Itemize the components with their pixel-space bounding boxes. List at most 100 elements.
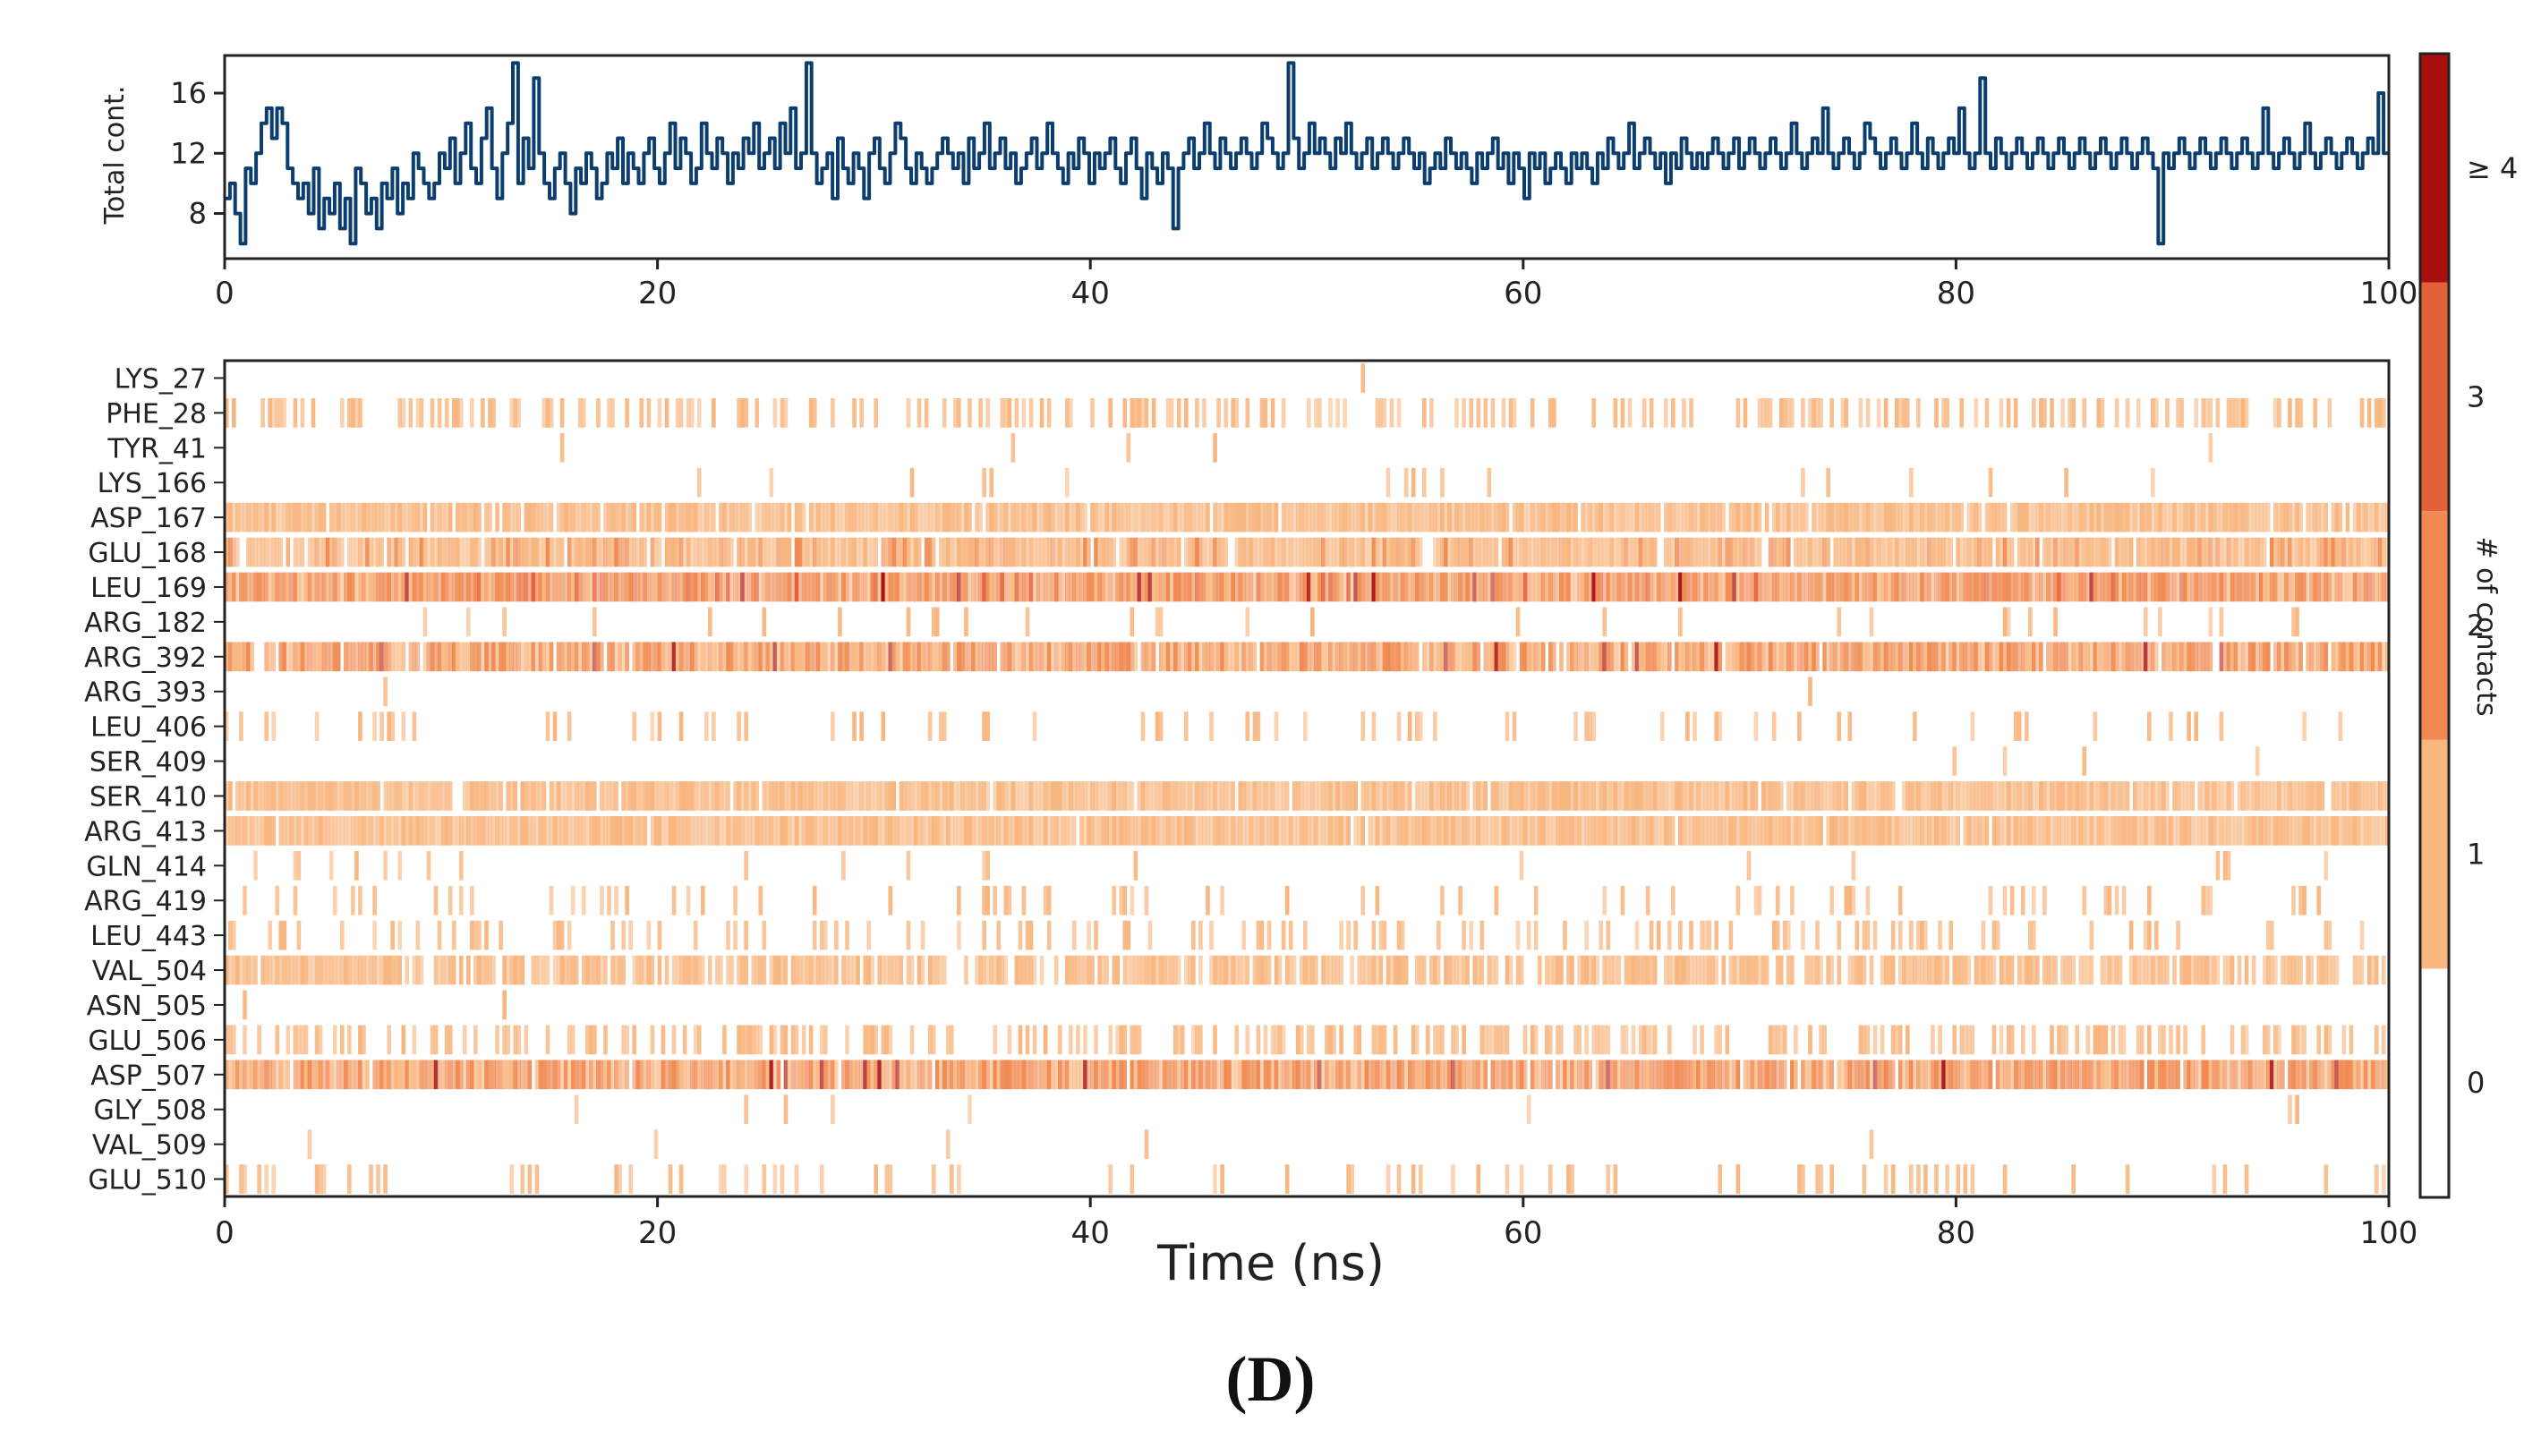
heatmap-cell — [1956, 502, 1961, 532]
heatmap-cell — [559, 781, 565, 811]
heatmap-cell — [2032, 642, 2036, 672]
heatmap-cell — [1407, 572, 1412, 602]
heatmap-cell — [1400, 781, 1405, 811]
heatmap-cell — [2359, 502, 2365, 532]
heatmap-cell — [863, 816, 867, 846]
heatmap-cell — [863, 1060, 867, 1090]
heatmap-cell — [1909, 816, 1914, 846]
heatmap-cell — [1191, 572, 1196, 602]
heatmap-cell — [2237, 955, 2242, 985]
heatmap-cell — [2194, 642, 2199, 672]
heatmap-cell — [657, 1060, 662, 1090]
heatmap-cell — [2284, 955, 2289, 985]
heatmap-cell — [2295, 398, 2299, 428]
heatmap-cell — [1675, 572, 1679, 602]
heatmap-cell — [1533, 781, 1539, 811]
heatmap-cell — [1508, 398, 1514, 428]
heatmap-cell — [1076, 642, 1080, 672]
heatmap-cell — [1122, 398, 1128, 428]
heatmap-cell — [477, 816, 482, 846]
top-y-tick-label: 12 — [170, 136, 207, 170]
heatmap-cell — [1057, 572, 1062, 602]
heatmap-cell — [1147, 537, 1153, 567]
heatmap-cell — [1768, 572, 1773, 602]
heatmap-cell — [495, 537, 499, 567]
heatmap-cell — [628, 502, 633, 532]
heatmap-cell — [787, 781, 792, 811]
heatmap-cell — [271, 572, 277, 602]
heatmap-cell — [520, 781, 525, 811]
heatmap-cell — [1815, 572, 1820, 602]
heatmap-cell — [2071, 955, 2076, 985]
heatmap-cell — [1028, 920, 1034, 950]
heatmap-cell — [1663, 537, 1668, 567]
heatmap-cell — [2114, 955, 2119, 985]
heatmap-cell — [2110, 1025, 2116, 1055]
heatmap-cell — [1931, 1025, 1935, 1055]
heatmap-cell — [1645, 816, 1650, 846]
heatmap-cell — [1155, 711, 1160, 741]
heatmap-cell — [2050, 642, 2054, 672]
heatmap-cell — [1634, 642, 1640, 672]
heatmap-cell — [1220, 885, 1224, 915]
heatmap-cell — [1112, 642, 1117, 672]
heatmap-cell — [2345, 781, 2350, 811]
heatmap-cell — [1195, 398, 1199, 428]
heatmap-cell — [2291, 816, 2296, 846]
heatmap-cell — [1371, 955, 1377, 985]
heatmap-cell — [1591, 502, 1596, 532]
heatmap-cell — [2316, 502, 2322, 532]
heatmap-cell — [1281, 816, 1286, 846]
heatmap-cell — [2002, 502, 2008, 532]
heatmap-cell — [257, 816, 261, 846]
heatmap-cell — [286, 1060, 291, 1090]
heatmap-cell — [1364, 642, 1369, 672]
heatmap-cell — [516, 1025, 522, 1055]
heatmap-cell — [2125, 502, 2130, 532]
heatmap-cell — [1887, 572, 1892, 602]
heatmap-cell — [541, 398, 547, 428]
heatmap-cell — [1263, 572, 1268, 602]
heatmap-cell — [1627, 398, 1633, 428]
heatmap-cell — [1224, 816, 1228, 846]
heatmap-cell — [1897, 398, 1903, 428]
heatmap-cell — [1429, 955, 1434, 985]
heatmap-cell — [1144, 642, 1149, 672]
heatmap-cell — [347, 955, 352, 985]
heatmap-cell — [2032, 572, 2036, 602]
heatmap-cell — [1332, 781, 1336, 811]
heatmap-cell — [325, 955, 330, 985]
heatmap-cell — [1112, 816, 1117, 846]
heatmap-cell — [1753, 781, 1759, 811]
heatmap-cell — [1191, 955, 1196, 985]
heatmap-cell — [744, 1025, 748, 1055]
heatmap-cell — [1155, 955, 1160, 985]
heatmap-cell — [473, 781, 478, 811]
heatmap-cell — [1505, 711, 1510, 741]
heatmap-cell — [678, 1060, 684, 1090]
heatmap-cell — [610, 642, 615, 672]
heatmap-cell — [913, 537, 918, 567]
heatmap-cell — [1743, 642, 1748, 672]
heatmap-cell — [957, 642, 961, 672]
heatmap-cell — [2017, 642, 2022, 672]
heatmap-cell — [794, 781, 799, 811]
heatmap-cell — [2306, 781, 2310, 811]
top-x-ticks: 0 20 40 60 80 100 — [215, 259, 2417, 311]
heatmap-cell — [2255, 781, 2260, 811]
heatmap-cell — [1501, 1025, 1506, 1055]
heatmap-cell — [1689, 920, 1693, 950]
heatmap-cell — [347, 398, 352, 428]
heatmap-cell — [639, 537, 644, 567]
heatmap-cell — [354, 642, 359, 672]
heatmap-cell — [1682, 502, 1686, 532]
heatmap-cell — [1913, 781, 1917, 811]
heatmap-cell — [481, 642, 485, 672]
heatmap-cell — [1956, 642, 1961, 672]
heatmap-cell — [1826, 816, 1830, 846]
heatmap-cell — [653, 572, 659, 602]
heatmap-cell — [372, 537, 377, 567]
heatmap-cell — [1588, 537, 1592, 567]
heatmap-cell — [650, 711, 655, 741]
heatmap-cell — [321, 537, 327, 567]
